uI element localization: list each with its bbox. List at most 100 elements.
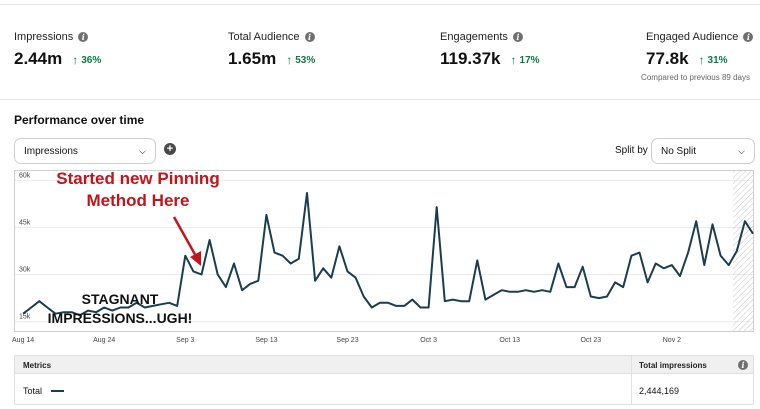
- data-point[interactable]: [605, 294, 609, 298]
- metric-engagements[interactable]: Engagements i 119.37k ↑ 17%: [440, 31, 540, 69]
- add-metric-icon[interactable]: +: [164, 143, 176, 155]
- data-point[interactable]: [581, 265, 585, 269]
- data-point[interactable]: [281, 254, 285, 258]
- data-point[interactable]: [751, 232, 755, 236]
- metric-change-value: 53%: [295, 54, 316, 66]
- data-point[interactable]: [670, 263, 674, 267]
- data-point[interactable]: [378, 301, 382, 305]
- data-point[interactable]: [386, 301, 390, 305]
- data-point[interactable]: [183, 254, 187, 258]
- data-point[interactable]: [216, 273, 220, 277]
- data-point[interactable]: [678, 274, 682, 278]
- data-point[interactable]: [556, 262, 560, 266]
- annotation-red-line2: Method Here: [86, 191, 190, 210]
- data-point[interactable]: [402, 304, 406, 308]
- data-point[interactable]: [491, 293, 495, 297]
- data-point[interactable]: [710, 222, 714, 226]
- data-point[interactable]: [613, 280, 617, 284]
- data-point[interactable]: [354, 276, 358, 280]
- data-point[interactable]: [394, 304, 398, 308]
- annotation-red-line1: Started new Pinning: [56, 169, 220, 188]
- data-point[interactable]: [459, 299, 463, 303]
- info-icon[interactable]: i: [512, 32, 523, 42]
- metric-change: ↑ 53%: [286, 53, 315, 67]
- data-point[interactable]: [540, 288, 544, 292]
- data-point[interactable]: [743, 219, 747, 223]
- data-point[interactable]: [597, 296, 601, 300]
- data-point[interactable]: [637, 251, 641, 255]
- info-icon[interactable]: i: [738, 360, 748, 370]
- chart-area: [14, 170, 754, 332]
- data-point[interactable]: [321, 266, 325, 270]
- metrics-summary: Impressions i 2.44m ↑ 36% Total Audience i …: [0, 4, 760, 100]
- annotation-black-line2: IMPRESSIONS...UGH!: [47, 310, 193, 326]
- data-point[interactable]: [297, 257, 301, 261]
- info-icon[interactable]: i: [743, 32, 754, 42]
- data-point[interactable]: [646, 280, 650, 284]
- metrics-table: Metrics Total impressions i Total 2,444,…: [14, 355, 754, 405]
- data-point[interactable]: [337, 244, 341, 248]
- data-point[interactable]: [483, 298, 487, 302]
- data-point[interactable]: [662, 266, 666, 270]
- data-point[interactable]: [418, 305, 422, 309]
- data-point[interactable]: [240, 288, 244, 292]
- data-point[interactable]: [475, 258, 479, 262]
- data-point[interactable]: [256, 279, 260, 283]
- data-point[interactable]: [467, 299, 471, 303]
- data-point[interactable]: [451, 298, 455, 302]
- data-point[interactable]: [564, 285, 568, 289]
- data-point[interactable]: [370, 305, 374, 309]
- data-point[interactable]: [21, 312, 25, 316]
- data-point[interactable]: [232, 262, 236, 266]
- info-icon[interactable]: i: [78, 32, 89, 42]
- data-point[interactable]: [435, 205, 439, 209]
- data-point[interactable]: [305, 191, 309, 195]
- metric-impressions[interactable]: Impressions i 2.44m ↑ 36%: [14, 31, 101, 69]
- data-point[interactable]: [29, 305, 33, 309]
- split-select[interactable]: No Split ⌵: [651, 138, 755, 164]
- data-point[interactable]: [248, 282, 252, 286]
- data-point[interactable]: [516, 290, 520, 294]
- data-point[interactable]: [524, 288, 528, 292]
- series-line-impressions[interactable]: [22, 192, 754, 317]
- data-point[interactable]: [548, 290, 552, 294]
- y-tick-label: 60k: [19, 172, 31, 179]
- data-point[interactable]: [573, 285, 577, 289]
- total-row-value: 2,444,169: [639, 386, 680, 396]
- data-point[interactable]: [500, 288, 504, 292]
- data-point[interactable]: [589, 294, 593, 298]
- arrow-up-icon: ↑: [510, 53, 517, 67]
- x-tick-label: Oct 3: [420, 337, 437, 344]
- data-point[interactable]: [702, 263, 706, 267]
- data-point[interactable]: [362, 294, 366, 298]
- data-point[interactable]: [621, 285, 625, 289]
- data-point[interactable]: [735, 249, 739, 253]
- metric-select[interactable]: Impressions ⌵: [14, 138, 156, 164]
- data-point[interactable]: [289, 262, 293, 266]
- data-point[interactable]: [532, 290, 536, 294]
- data-point[interactable]: [686, 251, 690, 255]
- data-point[interactable]: [719, 254, 723, 258]
- data-point[interactable]: [694, 219, 698, 223]
- data-point[interactable]: [313, 279, 317, 283]
- metric-change-value: 31%: [707, 54, 728, 66]
- data-point[interactable]: [200, 273, 204, 277]
- data-point[interactable]: [443, 299, 447, 303]
- x-tick-label: Sep 23: [336, 337, 358, 344]
- info-icon[interactable]: i: [304, 32, 315, 42]
- data-point[interactable]: [208, 238, 212, 242]
- data-point[interactable]: [629, 254, 633, 258]
- data-point[interactable]: [654, 262, 658, 266]
- metric-total-audience[interactable]: Total Audience i 1.65m ↑ 53%: [228, 31, 315, 69]
- data-point[interactable]: [329, 276, 333, 280]
- data-point[interactable]: [346, 269, 350, 273]
- data-point[interactable]: [224, 285, 228, 289]
- data-point[interactable]: [273, 251, 277, 255]
- data-point[interactable]: [508, 290, 512, 294]
- data-point[interactable]: [264, 213, 268, 217]
- metric-engaged-audience[interactable]: Engaged Audience i 77.8k ↑ 31%: [646, 31, 754, 69]
- data-point[interactable]: [410, 298, 414, 302]
- data-point[interactable]: [427, 305, 431, 309]
- data-point[interactable]: [191, 269, 195, 273]
- data-point[interactable]: [727, 263, 731, 267]
